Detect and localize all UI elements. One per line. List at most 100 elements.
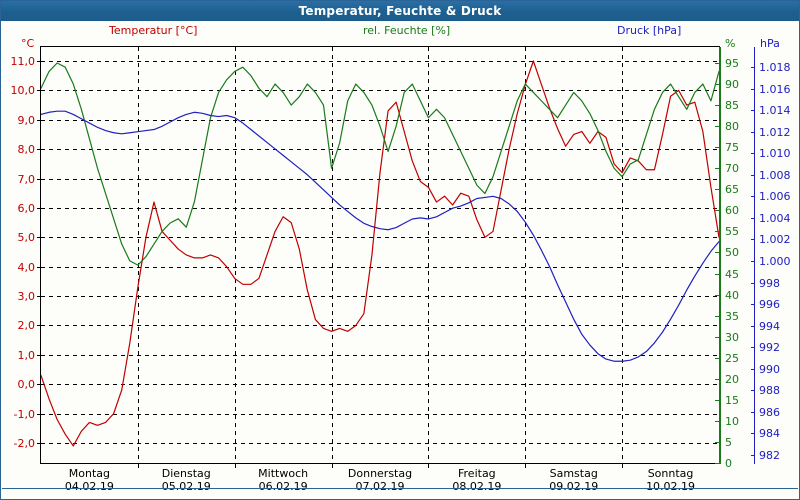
x-axis-tick-mark <box>235 464 236 468</box>
axis-tick-mark <box>751 347 755 348</box>
axis-tick-mark <box>715 421 720 422</box>
axis-tick-mark <box>37 120 41 121</box>
humidity-tick-label: 40 <box>725 288 739 302</box>
x-axis-tick-mark <box>332 464 333 468</box>
x-axis-tick-mark <box>138 464 139 468</box>
axis-tick-mark <box>715 252 720 253</box>
temperature-tick-label: 9,0 <box>17 113 36 127</box>
axis-tick-mark <box>37 237 41 238</box>
pressure-tick-label: 986 <box>759 405 780 419</box>
axis-line-bottom <box>40 463 720 464</box>
axis-tick-mark <box>37 90 41 91</box>
humidity-tick-label: 10 <box>725 414 739 428</box>
pressure-tick-label: 982 <box>759 449 780 462</box>
x-axis-day-label: Montag 04.02.19 <box>39 467 139 493</box>
pressure-tick-label: 1.014 <box>759 104 791 118</box>
humidity-tick-label: 75 <box>725 141 739 155</box>
legend-label-humidity: rel. Feuchte [%] <box>363 24 451 37</box>
temperature-tick-label: 3,0 <box>17 290 36 304</box>
x-axis-tick-mark <box>428 464 429 468</box>
axis-tick-mark <box>37 325 41 326</box>
footer-separator <box>2 488 798 489</box>
temperature-tick-label: 1,0 <box>17 348 36 362</box>
axis-tick-mark <box>751 412 755 413</box>
axis-tick-mark <box>715 463 720 464</box>
humidity-tick-label: 50 <box>725 246 739 260</box>
day-date: 04.02.19 <box>64 480 114 493</box>
axis-unit-celsius: °C <box>21 37 35 50</box>
humidity-tick-label: 45 <box>725 267 739 281</box>
humidity-tick-label: 85 <box>725 99 739 113</box>
temperature-tick-label: 6,0 <box>17 201 36 215</box>
axis-tick-mark <box>751 390 755 391</box>
day-name: Freitag <box>458 467 496 480</box>
axis-tick-mark <box>37 61 41 62</box>
x-axis-day-label: Freitag 08.02.19 <box>427 467 527 493</box>
humidity-tick-label: 35 <box>725 309 739 323</box>
pressure-tick-label: 1.008 <box>759 168 791 182</box>
axis-tick-mark <box>751 455 755 456</box>
axis-tick-mark <box>715 316 720 317</box>
temperature-tick-label: 4,0 <box>17 260 36 274</box>
axis-line-humidity <box>719 47 721 464</box>
pressure-tick-label: 1.004 <box>759 211 791 225</box>
axis-tick-mark <box>37 384 41 385</box>
day-name: Montag <box>68 467 111 480</box>
axis-tick-mark <box>37 208 41 209</box>
axis-tick-mark <box>751 218 755 219</box>
axis-tick-mark <box>715 105 720 106</box>
humidity-tick-label: 30 <box>725 330 739 344</box>
axis-tick-mark <box>751 175 755 176</box>
axis-unit-hpa: hPa <box>760 37 780 50</box>
axis-tick-mark <box>751 153 755 154</box>
axis-tick-mark <box>37 296 41 297</box>
humidity-tick-label: 90 <box>725 78 739 92</box>
axis-tick-mark <box>715 126 720 127</box>
temperature-tick-label: 8,0 <box>17 143 36 157</box>
axis-tick-mark <box>715 168 720 169</box>
axis-tick-mark <box>37 149 41 150</box>
temperature-tick-label: 10,0 <box>10 84 36 98</box>
axis-tick-mark <box>37 179 41 180</box>
axis-tick-mark <box>715 400 720 401</box>
pressure-tick-label: 996 <box>759 298 780 312</box>
legend-label-temperature: Temperatur [°C] <box>109 24 198 37</box>
pressure-tick-label: 1.018 <box>759 61 791 74</box>
humidity-tick-label: 95 <box>725 57 739 70</box>
pressure-tick-label: 998 <box>759 276 780 290</box>
axis-tick-mark <box>37 414 41 415</box>
day-date: 06.02.19 <box>258 480 308 493</box>
axis-tick-mark <box>37 443 41 444</box>
axis-tick-mark <box>751 132 755 133</box>
axis-tick-mark <box>751 369 755 370</box>
pressure-tick-label: 1.010 <box>759 147 791 161</box>
x-axis-day-label: Sonntag 10.02.19 <box>621 467 721 493</box>
axis-tick-mark <box>751 239 755 240</box>
pressure-tick-label: 1.002 <box>759 233 791 247</box>
pressure-tick-label: 994 <box>759 319 780 333</box>
humidity-tick-label: 15 <box>725 393 739 407</box>
legend-item-humidity: rel. Feuchte [%] <box>363 24 450 37</box>
temperature-tick-label: -2,0 <box>13 437 35 450</box>
temperature-tick-label: 5,0 <box>17 231 36 245</box>
axis-tick-mark <box>751 283 755 284</box>
day-date: 09.02.19 <box>549 480 599 493</box>
plot-background <box>41 47 719 463</box>
plot-area <box>41 47 719 463</box>
axis-unit-percent: % <box>725 37 736 50</box>
axis-tick-mark <box>751 433 755 434</box>
x-axis-tick-mark <box>622 464 623 468</box>
day-name: Sonntag <box>647 467 694 480</box>
series-lines <box>41 60 719 447</box>
day-date: 05.02.19 <box>161 480 211 493</box>
temperature-tick-label: 11,0 <box>10 55 36 68</box>
axis-tick-mark <box>751 89 755 90</box>
x-axis-tick-mark <box>525 464 526 468</box>
humidity-tick-label: 55 <box>725 225 739 239</box>
pressure-tick-label: 984 <box>759 427 780 441</box>
axis-tick-mark <box>715 358 720 359</box>
axis-tick-mark <box>715 189 720 190</box>
day-name: Mittwoch <box>258 467 309 480</box>
legend-item-pressure: Druck [hPa] <box>617 24 681 37</box>
temperature-tick-label: 0,0 <box>17 378 36 392</box>
